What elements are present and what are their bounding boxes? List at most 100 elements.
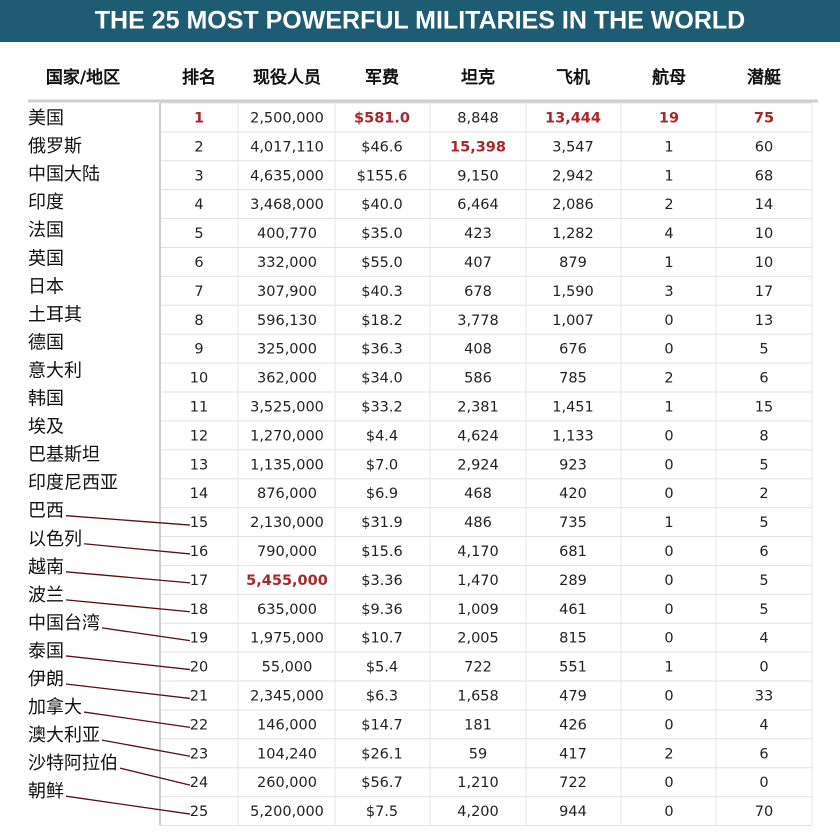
cell: 2,130,000 [250, 515, 324, 531]
cell: 1 [664, 139, 673, 155]
cell: 55,000 [262, 660, 313, 676]
cell: $18.2 [361, 313, 403, 329]
cell: 6,464 [457, 197, 499, 213]
cell: 879 [559, 255, 587, 271]
cell: $55.0 [361, 255, 403, 271]
country-label: 印度 [28, 192, 64, 213]
cell: 15 [190, 515, 208, 531]
cell: 423 [464, 226, 492, 242]
cell: 417 [559, 746, 587, 762]
cell: 400,770 [257, 226, 317, 242]
cell: 785 [559, 371, 587, 387]
cell: 0 [664, 486, 673, 502]
cell: 1,282 [552, 226, 594, 242]
country-label: 意大利 [28, 360, 82, 381]
leader-line [101, 627, 191, 642]
cell: 407 [464, 255, 492, 271]
cell: 13,444 [545, 110, 601, 126]
cell: 1,009 [457, 602, 499, 618]
leader-line [119, 767, 191, 786]
cell: 4,017,110 [250, 139, 324, 155]
country-label: 韩国 [28, 389, 64, 410]
cell: 146,000 [257, 717, 317, 733]
cell: 1,210 [457, 775, 499, 791]
cell: 1,470 [457, 573, 499, 589]
cell: 8 [194, 313, 203, 329]
cell: $46.6 [361, 139, 403, 155]
country-label: 伊朗 [28, 669, 64, 690]
cell: 15 [755, 399, 773, 415]
cell: 461 [559, 602, 587, 618]
cell: 676 [559, 342, 587, 358]
cell: $33.2 [361, 399, 403, 415]
cell: 6 [194, 255, 203, 271]
cell: 25 [190, 804, 208, 820]
cell: 19 [190, 631, 208, 647]
country-label: 法国 [28, 220, 64, 241]
cell: 24 [190, 775, 208, 791]
leader-line [65, 515, 191, 526]
cell: 10 [755, 255, 773, 271]
cell: 19 [659, 110, 679, 126]
cell: 426 [559, 717, 587, 733]
cell: 3,547 [552, 139, 594, 155]
cell: 0 [664, 717, 673, 733]
cell: 17 [755, 284, 773, 300]
leader-line [65, 599, 191, 613]
cell: 1 [664, 168, 673, 184]
cell: 486 [464, 515, 492, 531]
cell: 5,455,000 [246, 573, 328, 589]
cell: 10 [190, 371, 208, 387]
leader-line [83, 711, 191, 728]
cell: 59 [469, 746, 487, 762]
cell: 2,381 [457, 399, 499, 415]
cell: 596,130 [257, 313, 317, 329]
leader-line [65, 655, 191, 671]
cell: 70 [755, 804, 773, 820]
cell: 2 [664, 746, 673, 762]
cell: 13 [190, 457, 208, 473]
column-header: 排名 [182, 67, 216, 88]
cell: $35.0 [361, 226, 403, 242]
cell: 3,468,000 [250, 197, 324, 213]
cell: 1 [664, 660, 673, 676]
cell: 325,000 [257, 342, 317, 358]
cell: 722 [559, 775, 587, 791]
country-label: 印度尼西亚 [28, 473, 118, 494]
cell: $3.36 [361, 573, 403, 589]
title: THE 25 MOST POWERFUL MILITARIES IN THE W… [95, 7, 745, 35]
cell: 75 [754, 110, 774, 126]
cell: $155.6 [357, 168, 408, 184]
leader-line [65, 571, 191, 584]
cell: 876,000 [257, 486, 317, 502]
country-label: 沙特阿拉伯 [28, 753, 118, 774]
cell: 551 [559, 660, 587, 676]
cell: 5,200,000 [250, 804, 324, 820]
cell: 16 [190, 544, 208, 560]
column-header: 军费 [365, 67, 399, 88]
cell: $14.7 [361, 717, 403, 733]
cell: 0 [759, 775, 768, 791]
cell: 1,133 [552, 428, 594, 444]
cell: 9 [194, 342, 203, 358]
cell: $9.36 [361, 602, 403, 618]
country-label: 澳大利亚 [28, 725, 100, 746]
cell: $10.7 [361, 631, 403, 647]
cell: 362,000 [257, 371, 317, 387]
cell: 1 [664, 515, 673, 531]
cell: 7 [194, 284, 203, 300]
cell: 1 [664, 399, 673, 415]
cell: $581.0 [354, 110, 410, 126]
cell: 3,525,000 [250, 399, 324, 415]
cell: 1,451 [552, 399, 594, 415]
cell: 8 [759, 428, 768, 444]
cell: 2,345,000 [250, 688, 324, 704]
cell: 14 [190, 486, 208, 502]
cell: 9,150 [457, 168, 499, 184]
cell: $6.3 [366, 688, 398, 704]
cell: 420 [559, 486, 587, 502]
cell: 18 [190, 602, 208, 618]
cell: 0 [664, 428, 673, 444]
cell: 0 [664, 804, 673, 820]
